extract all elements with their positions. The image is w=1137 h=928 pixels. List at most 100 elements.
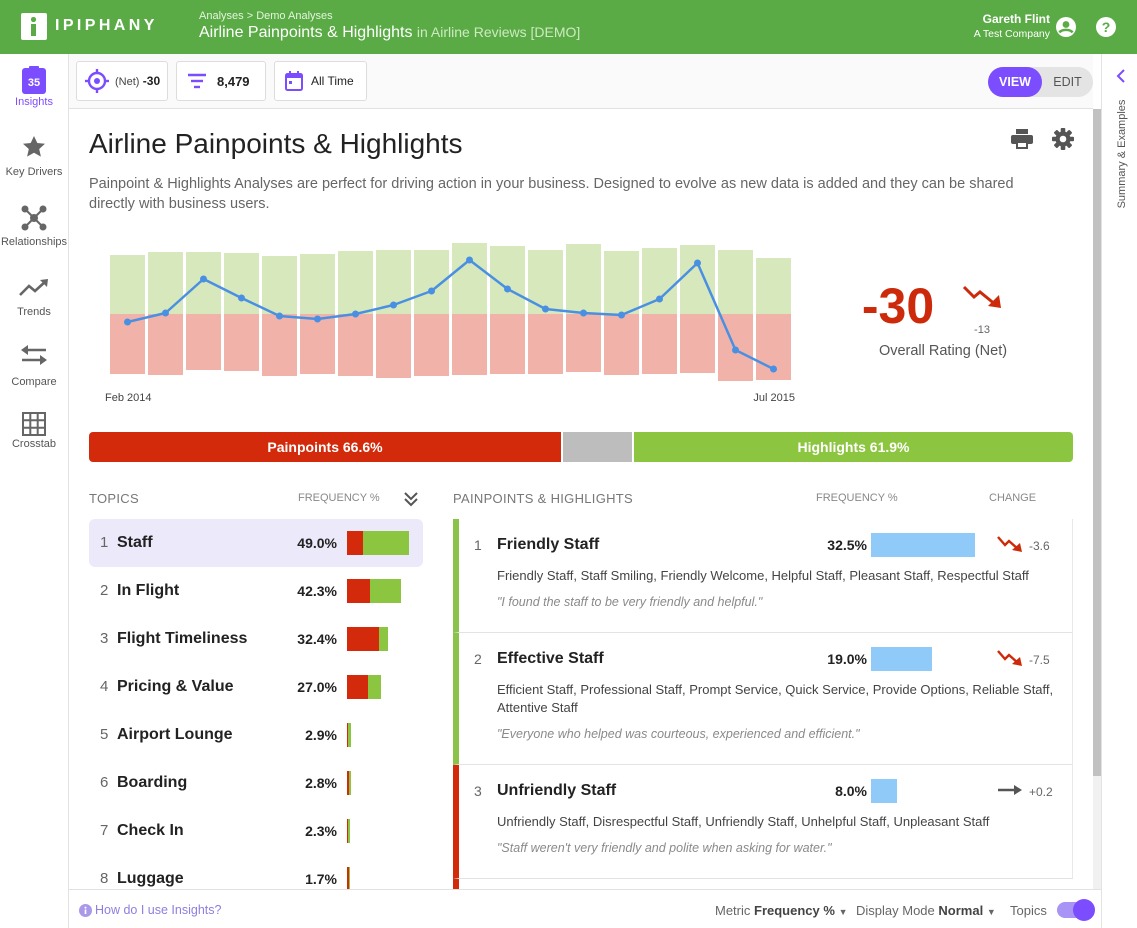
topic-name: Check In xyxy=(117,822,184,839)
print-icon[interactable] xyxy=(1011,129,1033,149)
frequency-bar xyxy=(871,647,932,671)
user-name[interactable]: Gareth Flint xyxy=(982,12,1050,26)
help-icon[interactable]: ? xyxy=(1095,16,1117,38)
frequency-bar xyxy=(871,779,897,803)
footer: How do I use Insights? Metric Frequency … xyxy=(69,889,1101,928)
nav-item[interactable]: Crosstab xyxy=(11,438,57,450)
relationships-icon[interactable] xyxy=(20,204,48,232)
topic-row[interactable]: 1 Staff 49.0% xyxy=(89,519,423,567)
analysis-title: Airline Painpoints & Highlights xyxy=(89,128,463,159)
topic-row[interactable]: 7 Check In 2.3% xyxy=(89,807,423,855)
compare-icon[interactable] xyxy=(20,344,48,366)
edit-mode[interactable]: EDIT xyxy=(1053,75,1082,89)
highlight-bar xyxy=(186,252,221,314)
topic-highlight-bar xyxy=(368,675,382,699)
nav-item[interactable]: Key Drivers xyxy=(5,166,63,178)
painpoint-bar xyxy=(414,314,449,376)
crosstab-icon[interactable] xyxy=(22,412,46,436)
highlight-bar xyxy=(680,245,715,314)
topic-painpoint-bar xyxy=(347,867,349,889)
topic-name: Airport Lounge xyxy=(117,726,233,743)
net-line xyxy=(127,258,775,371)
topic-frequency: 27.0% xyxy=(297,679,337,695)
topics-toggle[interactable] xyxy=(1057,899,1095,921)
logo-text[interactable]: IPIPHANY xyxy=(55,17,158,34)
nav-item[interactable]: Insights xyxy=(15,96,53,108)
breadcrumb-link[interactable]: Analyses xyxy=(199,10,244,22)
insights-icon[interactable]: 35 xyxy=(22,66,46,94)
panel-title[interactable]: Summary & Examples xyxy=(1116,99,1128,209)
trends-icon[interactable] xyxy=(19,278,49,298)
topic-name: Boarding xyxy=(117,774,188,791)
topic-highlight-bar xyxy=(347,723,351,747)
card-change: -7.5 xyxy=(1029,653,1050,667)
metric-filter[interactable]: (Net) -30 xyxy=(76,61,168,101)
net-point xyxy=(618,311,625,319)
topic-row[interactable]: 2 In Flight 42.3% xyxy=(89,567,423,615)
net-point xyxy=(314,315,321,323)
card-rank: 3 xyxy=(474,783,482,799)
net-point xyxy=(124,318,131,326)
expand-panel-icon[interactable] xyxy=(1116,69,1126,83)
net-point xyxy=(390,301,397,309)
topic-frequency: 2.3% xyxy=(305,823,337,839)
display-selector[interactable]: Display Mode Normal ▼ xyxy=(856,903,996,918)
settings-icon[interactable] xyxy=(1052,128,1074,150)
view-mode[interactable]: VIEW xyxy=(988,67,1042,97)
painpoint-card[interactable]: 1 Friendly Staff 32.5% -3.6 Friendly Staff, … xyxy=(453,519,1073,633)
topic-painpoint-bar xyxy=(347,531,363,555)
key-drivers-icon[interactable] xyxy=(22,135,46,159)
topic-frequency: 32.4% xyxy=(297,631,337,647)
topic-row[interactable]: 5 Airport Lounge 2.9% xyxy=(89,711,423,759)
topic-highlight-bar xyxy=(379,627,388,651)
topic-painpoint-bar xyxy=(347,819,348,843)
arrow-head xyxy=(1012,657,1022,666)
painpoint-bar xyxy=(224,314,259,371)
net-point xyxy=(352,310,359,318)
card-name: Unfriendly Staff xyxy=(497,782,617,799)
topic-frequency: 1.7% xyxy=(305,871,337,887)
topic-row[interactable]: 6 Boarding 2.8% xyxy=(89,759,423,807)
arrow-line xyxy=(997,650,1019,664)
net-point xyxy=(200,275,207,283)
topic-row[interactable]: 4 Pricing & Value 27.0% xyxy=(89,663,423,711)
trend-down-icon xyxy=(997,650,1022,666)
date-filter[interactable]: All Time xyxy=(274,61,367,101)
metric-selector[interactable]: Metric Frequency % ▼ xyxy=(715,903,847,918)
topic-row[interactable]: 8 Luggage 1.7% xyxy=(89,855,423,889)
topic-name: Luggage xyxy=(117,870,184,887)
painpoints-share[interactable]: Painpoints 66.6% xyxy=(89,432,561,462)
topic-row[interactable]: 3 Flight Timeliness 32.4% xyxy=(89,615,423,663)
nav-item[interactable]: Relationships xyxy=(0,236,68,248)
painpoint-card[interactable]: 3 Unfriendly Staff 8.0% +0.2 Unfriendly Staf… xyxy=(453,765,1073,879)
breadcrumb-link[interactable]: Demo Analyses xyxy=(256,10,333,22)
display-label: Display Mode xyxy=(856,903,935,918)
info-icon xyxy=(79,904,92,917)
nav-item[interactable]: Trends xyxy=(17,306,51,318)
response-filter[interactable]: 8,479 xyxy=(176,61,266,101)
collapse-icon[interactable] xyxy=(404,491,418,507)
analysis-context[interactable]: in Airline Reviews [DEMO] xyxy=(416,24,581,40)
topic-painpoint-bar xyxy=(347,675,368,699)
scroll-thumb[interactable] xyxy=(1093,109,1101,776)
card-header: 2 Effective Staff 19.0% -7.5 xyxy=(459,633,1072,671)
highlight-bar xyxy=(110,255,145,314)
nav-item[interactable]: Compare xyxy=(11,376,57,388)
user-icon[interactable] xyxy=(1055,16,1077,38)
topic-name: Pricing & Value xyxy=(117,678,234,695)
highlight-bar xyxy=(338,251,373,314)
right-panel: Summary & Examples xyxy=(1101,54,1137,928)
topic-name: Staff xyxy=(117,534,153,551)
scrollbar[interactable] xyxy=(1093,109,1101,889)
card-frequency: 32.5% xyxy=(827,537,867,553)
painpoint-card[interactable]: 2 Effective Staff 19.0% -7.5 Efficient Staff… xyxy=(453,633,1073,765)
highlight-bar xyxy=(148,252,183,314)
painpoints-list: 1 Friendly Staff 32.5% -3.6 Friendly Staff, … xyxy=(453,519,1073,889)
help-link[interactable]: How do I use Insights? xyxy=(95,903,222,917)
highlights-share[interactable]: Highlights 61.9% xyxy=(634,432,1073,462)
topic-rank: 5 xyxy=(100,726,109,743)
painpoint-bar xyxy=(528,314,563,374)
card-quote: "Everyone who helped was courteous, expe… xyxy=(497,727,860,741)
topic-painpoint-bar xyxy=(347,579,371,603)
